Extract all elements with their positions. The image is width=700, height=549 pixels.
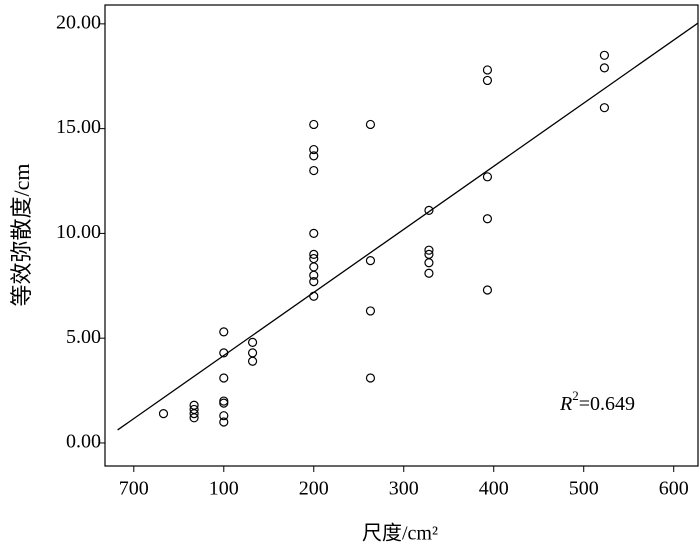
point [309,291,319,301]
trend-line [117,22,698,431]
point [219,411,229,421]
point [482,285,493,295]
point [158,409,169,419]
y-axis-label: 等效弥散度/cm [9,164,34,307]
point [309,151,319,161]
y-tick-label: 0.00 [66,431,101,453]
point [365,306,376,316]
point [247,356,258,366]
point [309,262,319,272]
x-axis-label: 尺度/cm² [362,522,438,545]
point [482,75,493,86]
point [599,50,610,60]
y-tick-label: 15.00 [56,116,101,138]
point [219,398,229,408]
point [424,205,434,215]
point [482,214,493,224]
annotation-rest: =0.649 [579,393,635,415]
point [309,165,319,176]
annotation-sup: 2 [572,388,579,403]
x-tick-label: 100 [209,478,239,500]
point [309,277,319,287]
point [189,409,199,419]
x-tick-label: 400 [479,478,509,500]
point [365,119,376,130]
x-tick-label: 600 [659,478,689,500]
point [599,63,610,73]
point [309,270,319,280]
point [219,373,229,383]
point [219,417,229,427]
annotation: R2=0.649 [559,388,635,415]
x-tick-label: 700 [119,478,149,500]
x-tick-label: 300 [389,478,419,500]
point [189,413,199,423]
point [424,268,434,278]
x-tick-label: 500 [569,478,599,500]
plot-frame [104,4,699,467]
point [309,119,319,130]
point [309,228,319,239]
point [219,348,229,358]
plot-area [117,22,698,431]
point [365,256,376,266]
y-tick-label: 5.00 [66,326,101,348]
point [247,348,258,358]
point [219,327,229,337]
point [424,245,434,255]
point [309,144,319,155]
point [309,249,319,259]
point [365,373,376,383]
point [482,172,493,182]
x-tick-label: 200 [299,478,329,500]
annotation-base: R [559,393,572,415]
point [247,337,258,347]
y-tick-label: 20.00 [56,11,101,33]
point [482,65,493,75]
y-tick-label: 10.00 [56,221,101,243]
point [424,258,434,268]
point [599,103,610,113]
